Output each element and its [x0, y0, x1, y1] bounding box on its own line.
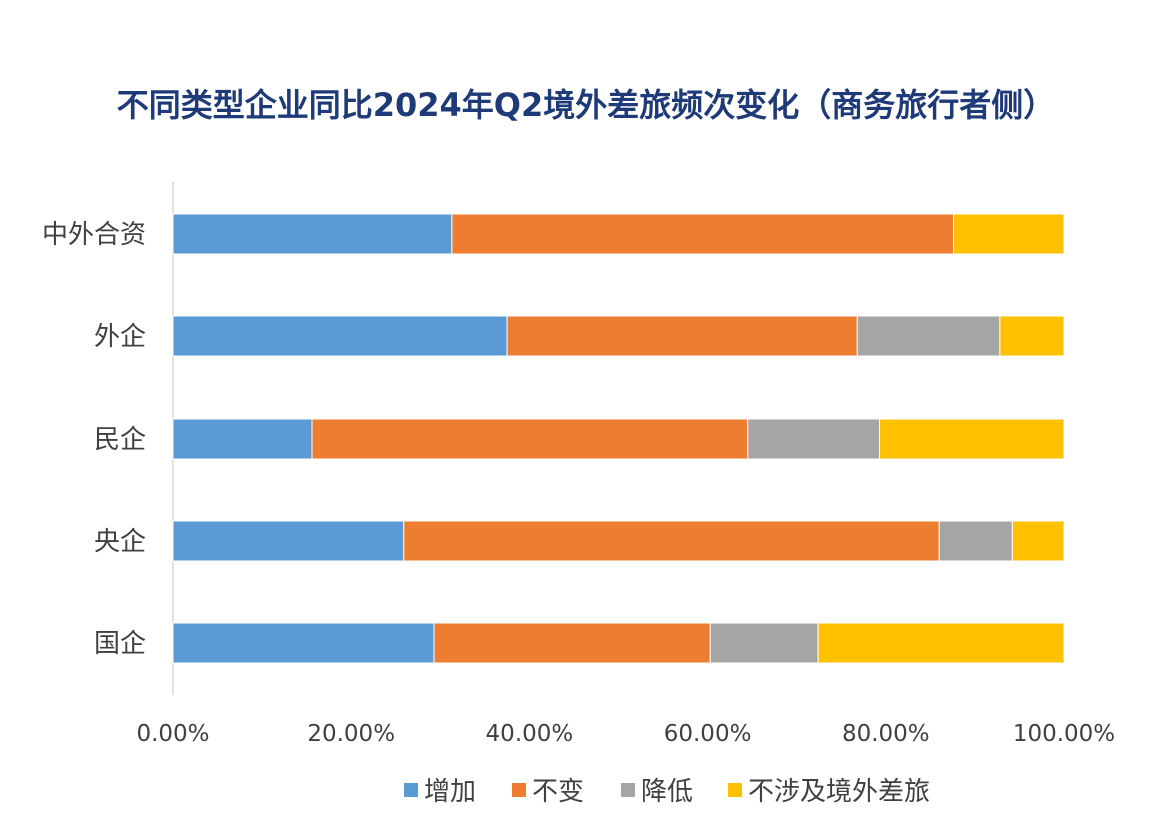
category-label: 中外合资: [42, 220, 146, 250]
bar-segment-4: [999, 315, 1065, 357]
legend-label: 增加: [424, 777, 476, 807]
legend-label: 不涉及境外差旅: [748, 777, 930, 807]
category-label: 国企: [94, 629, 146, 659]
x-tick-label: 0.00%: [136, 721, 209, 747]
legend-label: 降低: [641, 777, 693, 807]
x-tick-label: 80.00%: [842, 721, 930, 747]
category-label: 外企: [94, 322, 146, 352]
bar-segment-2: [403, 520, 940, 562]
bar-segment-1: [172, 622, 435, 664]
bar-segment-2: [451, 213, 955, 255]
bar-segment-3: [747, 418, 881, 460]
bar-segment-2: [506, 315, 858, 357]
bar-segment-4: [953, 213, 1065, 255]
bar-segment-1: [172, 213, 453, 255]
x-tick-label: 20.00%: [307, 721, 395, 747]
category-label: 央企: [94, 527, 146, 557]
bar-segment-4: [817, 622, 1065, 664]
bar-segment-3: [856, 315, 1001, 357]
chart-title: 不同类型企业同比2024年Q2境外差旅频次变化（商务旅行者侧）: [117, 86, 1056, 124]
bar-segment-1: [172, 520, 405, 562]
legend-swatch-1: [404, 783, 418, 797]
bar-segment-3: [938, 520, 1013, 562]
bar-segment-2: [433, 622, 711, 664]
legend-swatch-2: [512, 783, 526, 797]
bar-segment-4: [1011, 520, 1065, 562]
legend-swatch-4: [728, 783, 742, 797]
bar-segment-1: [172, 418, 313, 460]
legend: 增加 不变 降低 不涉及境外差旅: [404, 777, 930, 807]
x-tick-labels: 0.00% 20.00% 40.00% 60.00% 80.00% 100.00%: [136, 721, 1115, 747]
bar-segment-3: [709, 622, 819, 664]
bars-layer: [172, 213, 1065, 664]
legend-label: 不变: [532, 777, 584, 807]
bar-segment-4: [879, 418, 1065, 460]
x-tick-label: 40.00%: [486, 721, 574, 747]
bar-segment-2: [311, 418, 749, 460]
legend-swatch-3: [621, 783, 635, 797]
category-label: 民企: [94, 425, 146, 455]
x-tick-label: 60.00%: [664, 721, 752, 747]
x-tick-label: 100.00%: [1013, 721, 1115, 747]
bar-segment-1: [172, 315, 508, 357]
